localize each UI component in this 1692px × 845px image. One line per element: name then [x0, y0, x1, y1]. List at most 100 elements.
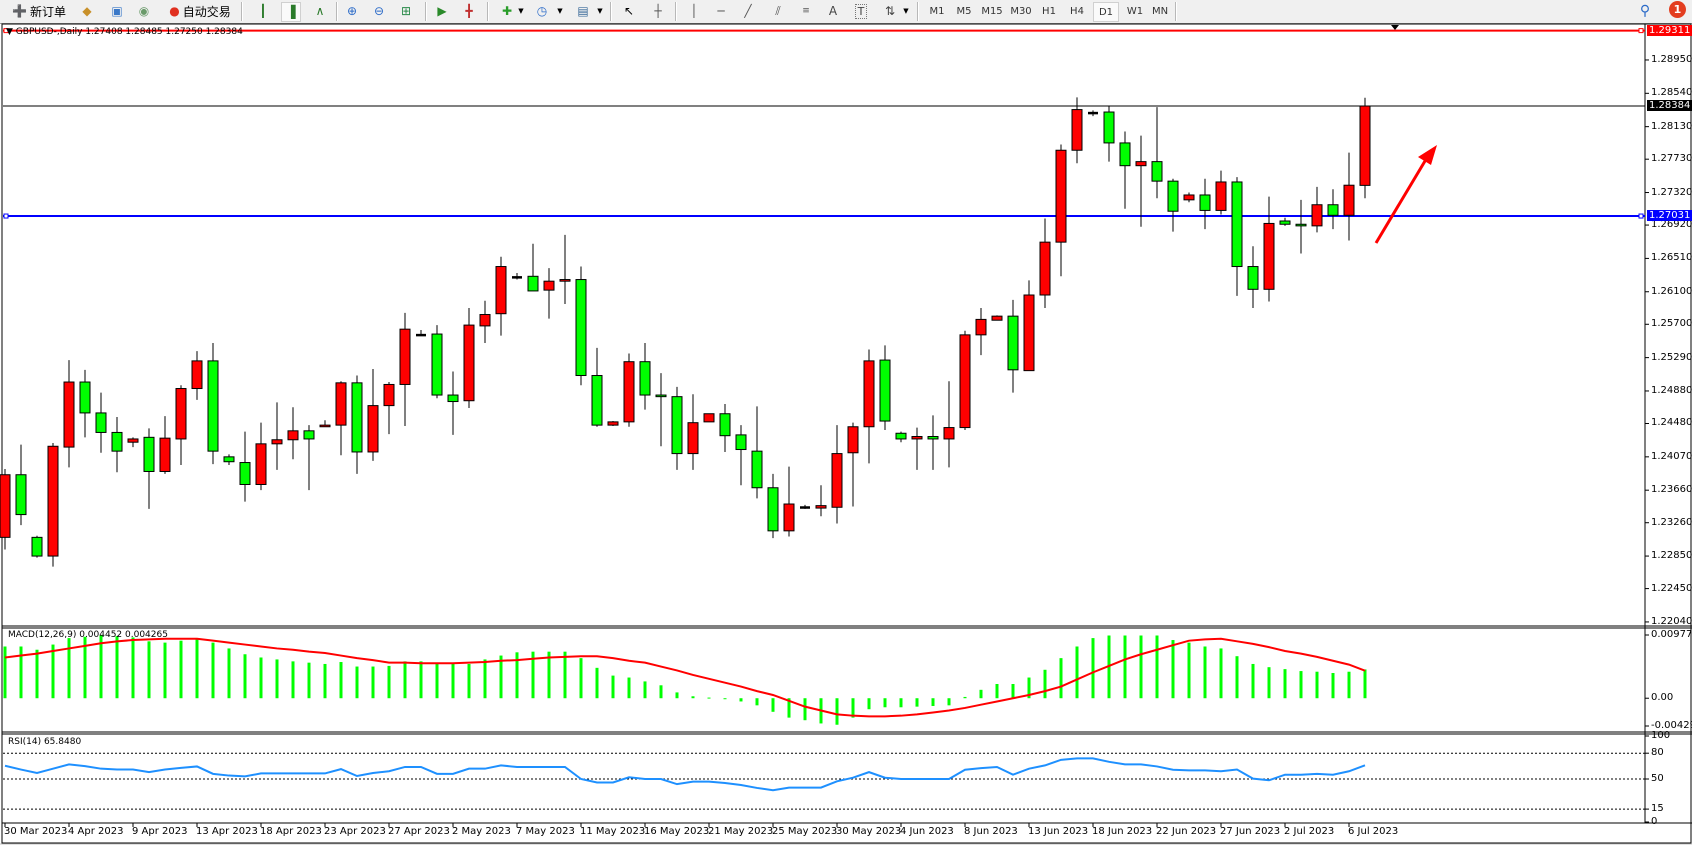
candle-body [79, 381, 91, 414]
horizontal-line-tool[interactable]: ─ [712, 2, 730, 20]
macd-histogram-bar [67, 638, 71, 699]
periods-dropdown[interactable]: ▼ [556, 2, 564, 20]
zoom-in-button[interactable]: ⊕ [343, 2, 361, 20]
macd-tick-label: 0.00 [1651, 692, 1674, 704]
auto-trading-button[interactable]: ● 自动交易 [162, 2, 238, 20]
timeframe-m30-button[interactable]: M30 [1010, 5, 1032, 17]
new-order-button[interactable]: ➕ 新订单 [4, 2, 74, 20]
candle-body [255, 443, 267, 485]
time-tick-label: 8 Jun 2023 [964, 826, 1018, 837]
price-tick-label: 1.27730 [1651, 153, 1692, 165]
candlestick-chart-button[interactable]: ▐ [281, 2, 301, 22]
time-tick-label: 25 May 2023 [772, 826, 838, 837]
text-tool[interactable]: T [852, 2, 870, 20]
fibonacci-tool[interactable]: ≡ [797, 2, 815, 20]
macd-histogram-bar [979, 689, 983, 699]
macd-histogram-bar [83, 636, 87, 699]
bid-price-tag: 1.28384 [1647, 100, 1692, 111]
timeframe-m1-button[interactable]: M1 [929, 5, 945, 17]
chart-shift-icon: ╋ [465, 4, 473, 18]
chart-shift-marker-icon[interactable] [1391, 25, 1399, 30]
chart-frame [1, 23, 1692, 844]
rsi-tick-label: 15 [1651, 803, 1664, 815]
macd-histogram-bar [435, 662, 439, 699]
price-tick-label: 1.26920 [1651, 219, 1692, 231]
crosshair-tool[interactable]: ┼ [649, 2, 667, 20]
candle-body [815, 505, 827, 509]
trendline-tool[interactable]: ╱ [739, 2, 757, 20]
price-tick-label: 1.27320 [1651, 186, 1692, 198]
history-center-button[interactable]: ◆ [78, 2, 96, 20]
timeframe-w1-button[interactable]: W1 [1126, 5, 1144, 17]
candle-body [271, 439, 283, 445]
candle-body [1119, 142, 1131, 167]
time-tick-label: 27 Apr 2023 [388, 826, 450, 837]
chart-title: ▼ GBPUSD-,Daily 1.27408 1.28485 1.27250 … [6, 27, 243, 37]
time-tick-label: 4 Jun 2023 [900, 826, 954, 837]
candle-body [1279, 220, 1291, 225]
macd-histogram-bar [515, 652, 519, 699]
macd-histogram-bar [851, 698, 855, 718]
macd-histogram-bar [403, 661, 407, 699]
macd-histogram-bar [1363, 669, 1367, 699]
resistance-line-handle[interactable] [3, 28, 9, 34]
templates-dropdown[interactable]: ▼ [596, 2, 604, 20]
tile-windows-button[interactable]: ⊞ [397, 2, 415, 20]
resistance-line-handle[interactable] [1638, 28, 1644, 34]
vertical-line-tool[interactable]: │ [685, 2, 703, 20]
chart-title-text: GBPUSD-,Daily 1.27408 1.28485 1.27250 1.… [15, 27, 243, 37]
timeframe-h1-button[interactable]: H1 [1042, 5, 1056, 17]
timeframe-m15-button[interactable]: M15 [981, 5, 1003, 17]
search-button[interactable]: ⚲ [1636, 2, 1654, 20]
templates-button[interactable]: ▤ [574, 2, 592, 20]
macd-histogram-bar [931, 698, 935, 706]
market-watch-button[interactable]: ▣ [108, 2, 126, 20]
zoom-out-button[interactable]: ⊖ [370, 2, 388, 20]
periods-button[interactable]: ◷ [533, 2, 551, 20]
macd-histogram-bar [387, 665, 391, 699]
macd-histogram-bar [355, 666, 359, 699]
support-line-handle[interactable] [3, 213, 9, 219]
new-order-icon: ➕ [12, 4, 27, 18]
timeframe-mn-button[interactable]: MN [1151, 5, 1169, 17]
indicators-button[interactable]: ✚ [498, 2, 516, 20]
candle-body [719, 413, 731, 437]
timeframe-d1-button[interactable]: D1 [1093, 2, 1119, 22]
arrows-tool[interactable]: ⇅ [881, 2, 899, 20]
candle-body [47, 445, 59, 557]
text-label-tool[interactable]: A [824, 2, 842, 20]
macd-histogram-bar [739, 698, 743, 702]
notification-badge[interactable]: 1 [1669, 1, 1686, 18]
auto-scroll-button[interactable]: ▶ [433, 2, 451, 20]
candle-body [351, 382, 363, 453]
macd-histogram-bar [1011, 684, 1015, 699]
candle-body [895, 432, 907, 440]
macd-histogram-bar [1315, 671, 1319, 699]
arrows-dropdown[interactable]: ▼ [902, 2, 910, 20]
timeframe-m5-button[interactable]: M5 [956, 5, 972, 17]
timeframe-h4-button[interactable]: H4 [1070, 5, 1084, 17]
candle-body [1071, 109, 1083, 151]
channel-icon: ⫽ [775, 3, 781, 18]
bar-chart-button[interactable]: ┃ [254, 2, 272, 20]
candle-body [1311, 204, 1323, 227]
cursor-tool[interactable]: ↖ [620, 2, 638, 20]
macd-histogram-bar [1027, 677, 1031, 699]
macd-histogram-bar [1251, 663, 1255, 699]
indicators-dropdown[interactable]: ▼ [517, 2, 525, 20]
add-indicator-icon: ✚ [501, 4, 513, 18]
candle-doji [800, 506, 810, 509]
candle-body [783, 503, 795, 532]
chart-shift-button[interactable]: ╋ [460, 2, 478, 20]
equidistant-channel-tool[interactable]: ⫽ [769, 2, 787, 20]
trend-arrow-shaft[interactable] [1374, 155, 1430, 244]
candle-body [735, 434, 747, 451]
line-chart-button[interactable]: ∧ [311, 2, 329, 20]
candle-body [447, 394, 459, 403]
text-tool-icon: T [854, 3, 868, 19]
support-line-handle[interactable] [1638, 213, 1644, 219]
signals-button[interactable]: ◉ [135, 2, 153, 20]
trend-arrow-head-icon[interactable] [1418, 145, 1437, 165]
macd-histogram-bar [227, 648, 231, 699]
